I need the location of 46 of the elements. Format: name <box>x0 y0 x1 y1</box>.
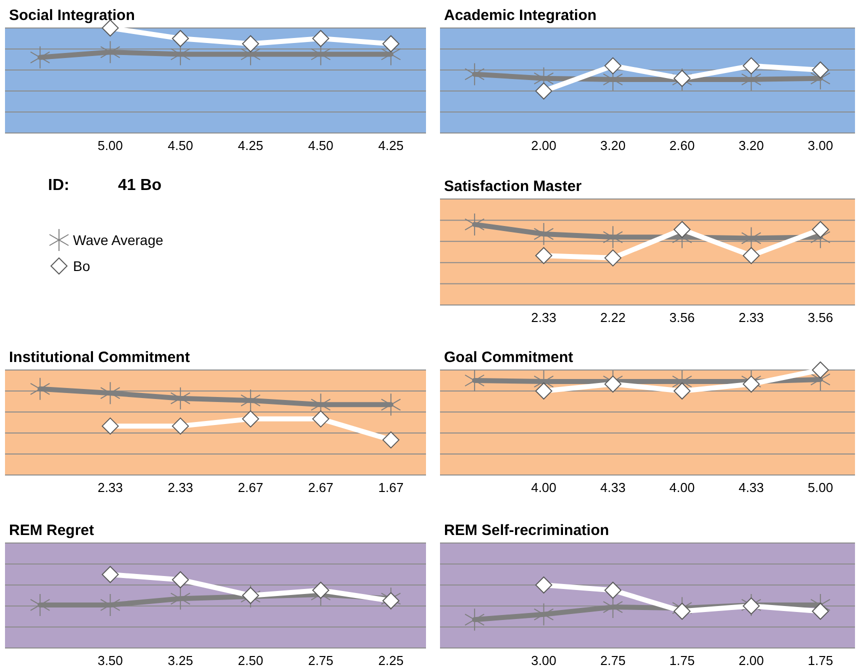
data-label: 2.60 <box>669 138 695 153</box>
text: ID: <box>48 177 70 194</box>
data-label: 2.75 <box>600 653 626 668</box>
data-label: 4.33 <box>600 480 626 495</box>
chart-title: Satisfaction Master <box>444 178 582 195</box>
data-label: 2.33 <box>168 480 194 495</box>
legend-label: Bo <box>73 258 90 274</box>
data-label: 2.67 <box>308 480 334 495</box>
data-label: 4.50 <box>308 138 334 153</box>
data-label: 1.75 <box>669 653 695 668</box>
data-label: 3.56 <box>669 310 695 325</box>
data-label: 2.00 <box>738 653 764 668</box>
data-label: 3.00 <box>531 653 556 668</box>
chart-title: Institutional Commitment <box>9 349 190 366</box>
data-label: 4.00 <box>669 480 695 495</box>
data-label: 2.33 <box>98 480 123 495</box>
data-label: 2.00 <box>531 138 556 153</box>
chart-title: REM Regret <box>9 522 94 539</box>
data-label: 2.50 <box>238 653 264 668</box>
data-label: 4.33 <box>738 480 764 495</box>
data-label: 4.25 <box>238 138 264 153</box>
chart-title: Social Integration <box>9 7 135 24</box>
data-label: 2.33 <box>531 310 556 325</box>
data-label: 5.00 <box>98 138 123 153</box>
data-label: 2.67 <box>238 480 264 495</box>
data-label: 2.33 <box>738 310 764 325</box>
data-label: 4.50 <box>168 138 194 153</box>
data-label: 3.50 <box>98 653 123 668</box>
data-label: 4.25 <box>378 138 404 153</box>
chart-title: REM Self-recrimination <box>444 522 610 539</box>
text: 41 Bo <box>118 177 162 194</box>
data-label: 3.25 <box>168 653 194 668</box>
chart-title: Academic Integration <box>444 7 597 24</box>
data-label: 3.56 <box>808 310 834 325</box>
data-label: 2.75 <box>308 653 334 668</box>
data-label: 3.00 <box>808 138 834 153</box>
data-label: 5.00 <box>808 480 834 495</box>
data-label: 2.22 <box>600 310 626 325</box>
data-label: 3.20 <box>738 138 764 153</box>
legend-label: Wave Average <box>73 232 164 248</box>
data-label: 3.20 <box>600 138 626 153</box>
data-label: 4.00 <box>531 480 556 495</box>
chart-title: Goal Commitment <box>444 349 574 366</box>
data-label: 1.67 <box>378 480 404 495</box>
data-label: 1.75 <box>808 653 834 668</box>
data-label: 2.25 <box>378 653 404 668</box>
